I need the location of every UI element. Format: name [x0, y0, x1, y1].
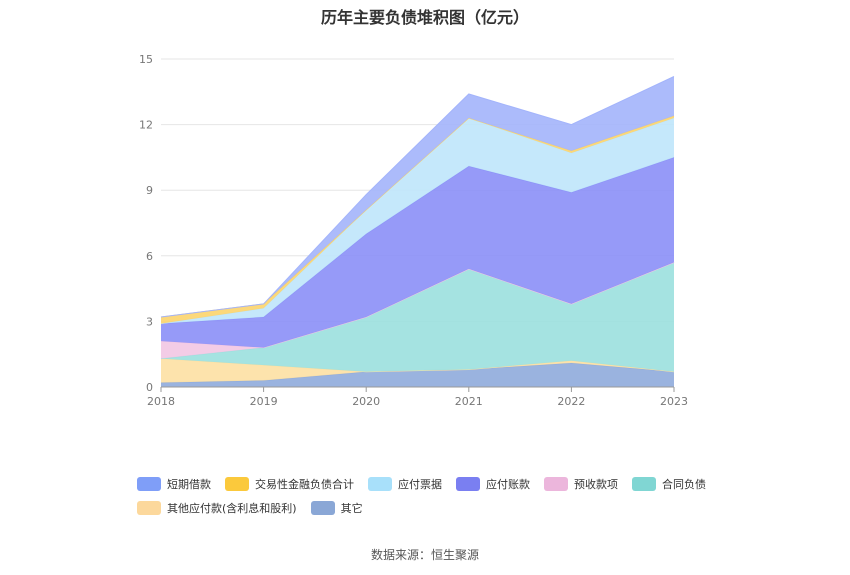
area-series-合同负债[interactable] — [161, 262, 674, 372]
source-note: 数据来源：恒生聚源 — [370, 548, 479, 562]
legend-label: 短期借款 — [167, 478, 211, 491]
legend-swatch — [137, 501, 161, 515]
x-tick-label: 2019 — [250, 395, 278, 408]
legend-swatch — [368, 477, 392, 491]
legend-item[interactable]: 合同负债 — [632, 472, 706, 496]
legend-label: 其他应付款(含利息和股利) — [167, 502, 297, 515]
legend-item[interactable]: 应付票据 — [368, 472, 442, 496]
chart-title: 历年主要负债堆积图（亿元） — [320, 8, 529, 27]
legend-swatch — [544, 477, 568, 491]
area-edge-短期借款 — [160, 76, 675, 318]
legend-item[interactable]: 交易性金融负债合计 — [225, 472, 354, 496]
x-tick-label: 2023 — [660, 395, 688, 408]
legend-swatch — [632, 477, 656, 491]
area-series-应付账款[interactable] — [161, 157, 674, 348]
legend-swatch — [456, 477, 480, 491]
legend: 短期借款 交易性金融负债合计 应付票据 应付账款 预收款项 合同负债其他应付款(含利息和股… — [137, 472, 777, 520]
legend-item[interactable]: 预收款项 — [544, 472, 618, 496]
legend-swatch — [310, 501, 335, 515]
area-series-应付票据[interactable] — [161, 118, 674, 324]
legend-item[interactable]: 其它 — [310, 496, 363, 520]
legend-item[interactable]: 应付账款 — [456, 472, 530, 496]
legend-label: 应付票据 — [398, 478, 442, 491]
area-series-预收款项[interactable] — [161, 262, 674, 359]
x-tick-label: 2022 — [557, 395, 585, 408]
legend-label: 应付账款 — [486, 478, 530, 491]
legend-item[interactable]: 短期借款 — [137, 472, 211, 496]
legend-swatch — [225, 477, 249, 491]
chart-plot: 0 3 6 9 12 15 2018 2019 2020 2021 2022 2023 — [139, 53, 688, 408]
y-tick-label: 3 — [146, 315, 153, 328]
y-tick-label: 0 — [146, 381, 153, 394]
area-series-其他应付款(含利息和股利)[interactable] — [161, 358, 674, 383]
x-tick-label: 2018 — [147, 395, 175, 408]
y-tick-label: 15 — [139, 53, 153, 66]
legend-label: 交易性金融负债合计 — [255, 478, 354, 491]
legend-swatch — [137, 477, 161, 491]
area-series-短期借款[interactable] — [161, 76, 674, 318]
y-tick-label: 9 — [146, 184, 153, 197]
legend-item[interactable]: 其他应付款(含利息和股利) — [137, 496, 297, 520]
legend-label: 合同负债 — [662, 478, 706, 491]
x-tick-label: 2021 — [455, 395, 483, 408]
x-tick-label: 2020 — [352, 395, 380, 408]
area-series-其它[interactable] — [161, 362, 674, 387]
legend-label: 预收款项 — [574, 478, 618, 491]
y-tick-label: 6 — [146, 250, 153, 263]
y-tick-label: 12 — [139, 119, 153, 132]
legend-label: 其它 — [340, 502, 363, 515]
